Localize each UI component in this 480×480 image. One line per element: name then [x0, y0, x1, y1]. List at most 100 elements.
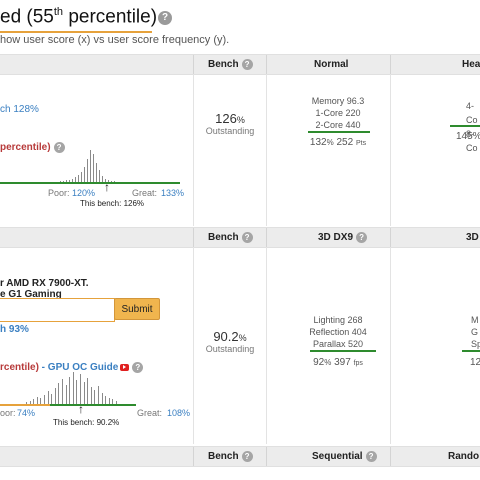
histogram-bar — [112, 399, 114, 404]
cpu-histogram — [60, 150, 170, 182]
gpu-histogram — [26, 372, 138, 404]
cpu-poor-label: Poor: — [48, 188, 70, 198]
histogram-bar — [87, 378, 89, 404]
gpu-distribution-line — [50, 404, 136, 406]
histogram-bar — [105, 179, 106, 182]
histogram-bar — [108, 398, 110, 404]
histogram-bar — [116, 401, 117, 404]
help-icon[interactable]: ? — [241, 450, 253, 462]
cpu-normal-bar — [308, 131, 370, 133]
histogram-bar — [26, 402, 27, 404]
histogram-bar — [80, 374, 81, 404]
gpu-great-value: 108% — [167, 408, 191, 418]
histogram-bar — [108, 180, 109, 182]
cpu-heavy-details: 4-Co 8-Co — [466, 101, 478, 153]
normal-column-header: Normal — [314, 59, 349, 70]
help-icon[interactable]: ? — [241, 231, 253, 243]
histogram-bar — [69, 180, 70, 182]
column-divider — [390, 74, 391, 226]
gpu-oc-guide-link[interactable]: - GPU OC Guide — [38, 362, 119, 374]
help-icon[interactable]: ? — [132, 362, 144, 373]
gpu-dx9-summary: 92% 397 fps — [313, 357, 363, 368]
histogram-bar — [60, 181, 61, 182]
histogram-bar — [62, 379, 63, 404]
gpu-bench-score: 90.2% Outstanding — [205, 329, 255, 354]
column-divider — [266, 247, 267, 444]
histogram-bar — [58, 383, 60, 404]
histogram-bar — [105, 396, 107, 404]
histogram-bar — [111, 181, 112, 182]
title-underline — [0, 31, 152, 33]
cpu-great-label: Great: — [132, 188, 158, 198]
cpu-distribution-line — [0, 182, 180, 184]
histogram-bar — [72, 179, 73, 182]
column-divider — [390, 247, 391, 444]
cpu-bench-score: 126% Outstanding — [205, 111, 255, 136]
page-title: ed (55th percentile) — [0, 6, 158, 28]
gpu-poor-label: oor: — [0, 408, 16, 418]
histogram-bar — [63, 181, 64, 182]
histogram-bar — [78, 175, 79, 182]
histogram-bar — [102, 176, 103, 182]
heavy-column-header: Hea — [462, 59, 480, 70]
column-divider — [193, 74, 194, 226]
gpu-percentile: rcentile) - GPU OC Guide? — [0, 362, 144, 374]
histogram-bar — [72, 372, 74, 404]
help-icon[interactable]: ? — [53, 142, 65, 153]
histogram-bar — [114, 181, 115, 182]
gpu-dx9-details: Lighting 268 Reflection 404 Parallax 520 — [309, 315, 367, 349]
help-icon[interactable]: ? — [365, 450, 377, 462]
youtube-icon[interactable] — [120, 364, 130, 371]
help-icon[interactable]: ? — [241, 58, 253, 70]
random-column-header: Rando — [448, 451, 480, 462]
cpu-effective-speed: ch 128% — [0, 104, 39, 115]
this-bench-arrow-icon: ↑ — [104, 180, 110, 194]
cpu-this-bench: This bench: 126% — [80, 199, 145, 208]
cpu-great-value: 133% — [161, 188, 185, 198]
dx10-column-header: 3D — [466, 232, 479, 243]
help-icon[interactable]: ? — [356, 231, 368, 243]
histogram-bar — [94, 390, 96, 404]
gpu-table-header: Bench? 3D DX9? 3D — [0, 227, 480, 248]
histogram-bar — [40, 398, 42, 404]
help-icon[interactable]: ? — [158, 11, 172, 25]
histogram-bar — [76, 380, 78, 404]
histogram-bar — [96, 163, 97, 182]
histogram-bar — [47, 391, 49, 404]
histogram-bar — [83, 382, 85, 404]
histogram-bar — [101, 393, 103, 404]
histogram-bar — [66, 180, 67, 182]
gpu-dx10-summary: 12 — [470, 357, 480, 368]
histogram-bar — [54, 388, 56, 404]
histogram-bar — [84, 167, 85, 182]
cpu-percentile: percentile)? — [0, 142, 65, 153]
gpu-dx9-bar — [310, 350, 376, 352]
histogram-bar — [87, 159, 88, 182]
gpu-dx10-bar — [462, 350, 480, 352]
histogram-bar — [33, 399, 35, 404]
histogram-bar — [93, 154, 94, 182]
histogram-bar — [44, 395, 45, 404]
histogram-bar — [65, 385, 67, 404]
gpu-model-name: r AMD RX 7900-XT. — [0, 278, 89, 289]
bench-column-header: Bench? — [208, 228, 253, 247]
cpu-table-header: Bench? Normal Hea — [0, 54, 480, 75]
histogram-bar — [75, 177, 76, 182]
column-divider — [193, 247, 194, 444]
gpu-score-input[interactable] — [0, 298, 115, 322]
cpu-heavy-summary: 145% — [456, 131, 480, 142]
ssd-table-header: Bench? Sequential? Rando — [0, 446, 480, 467]
histogram-bar — [99, 170, 100, 182]
bench-column-header: Bench? — [208, 55, 253, 74]
cpu-heavy-bar — [450, 125, 480, 127]
gpu-variant-name: e G1 Gaming — [0, 289, 62, 300]
histogram-bar — [69, 377, 71, 404]
histogram-bar — [36, 397, 38, 404]
histogram-bar — [81, 172, 82, 182]
page-subtitle: how user score (x) vs user score frequen… — [0, 34, 230, 46]
gpu-effective-speed: h 93% — [0, 324, 29, 335]
histogram-bar — [98, 386, 99, 404]
histogram-bar — [51, 394, 53, 404]
gpu-this-bench: This bench: 90.2% — [53, 418, 120, 427]
submit-button[interactable]: Submit — [114, 298, 160, 320]
